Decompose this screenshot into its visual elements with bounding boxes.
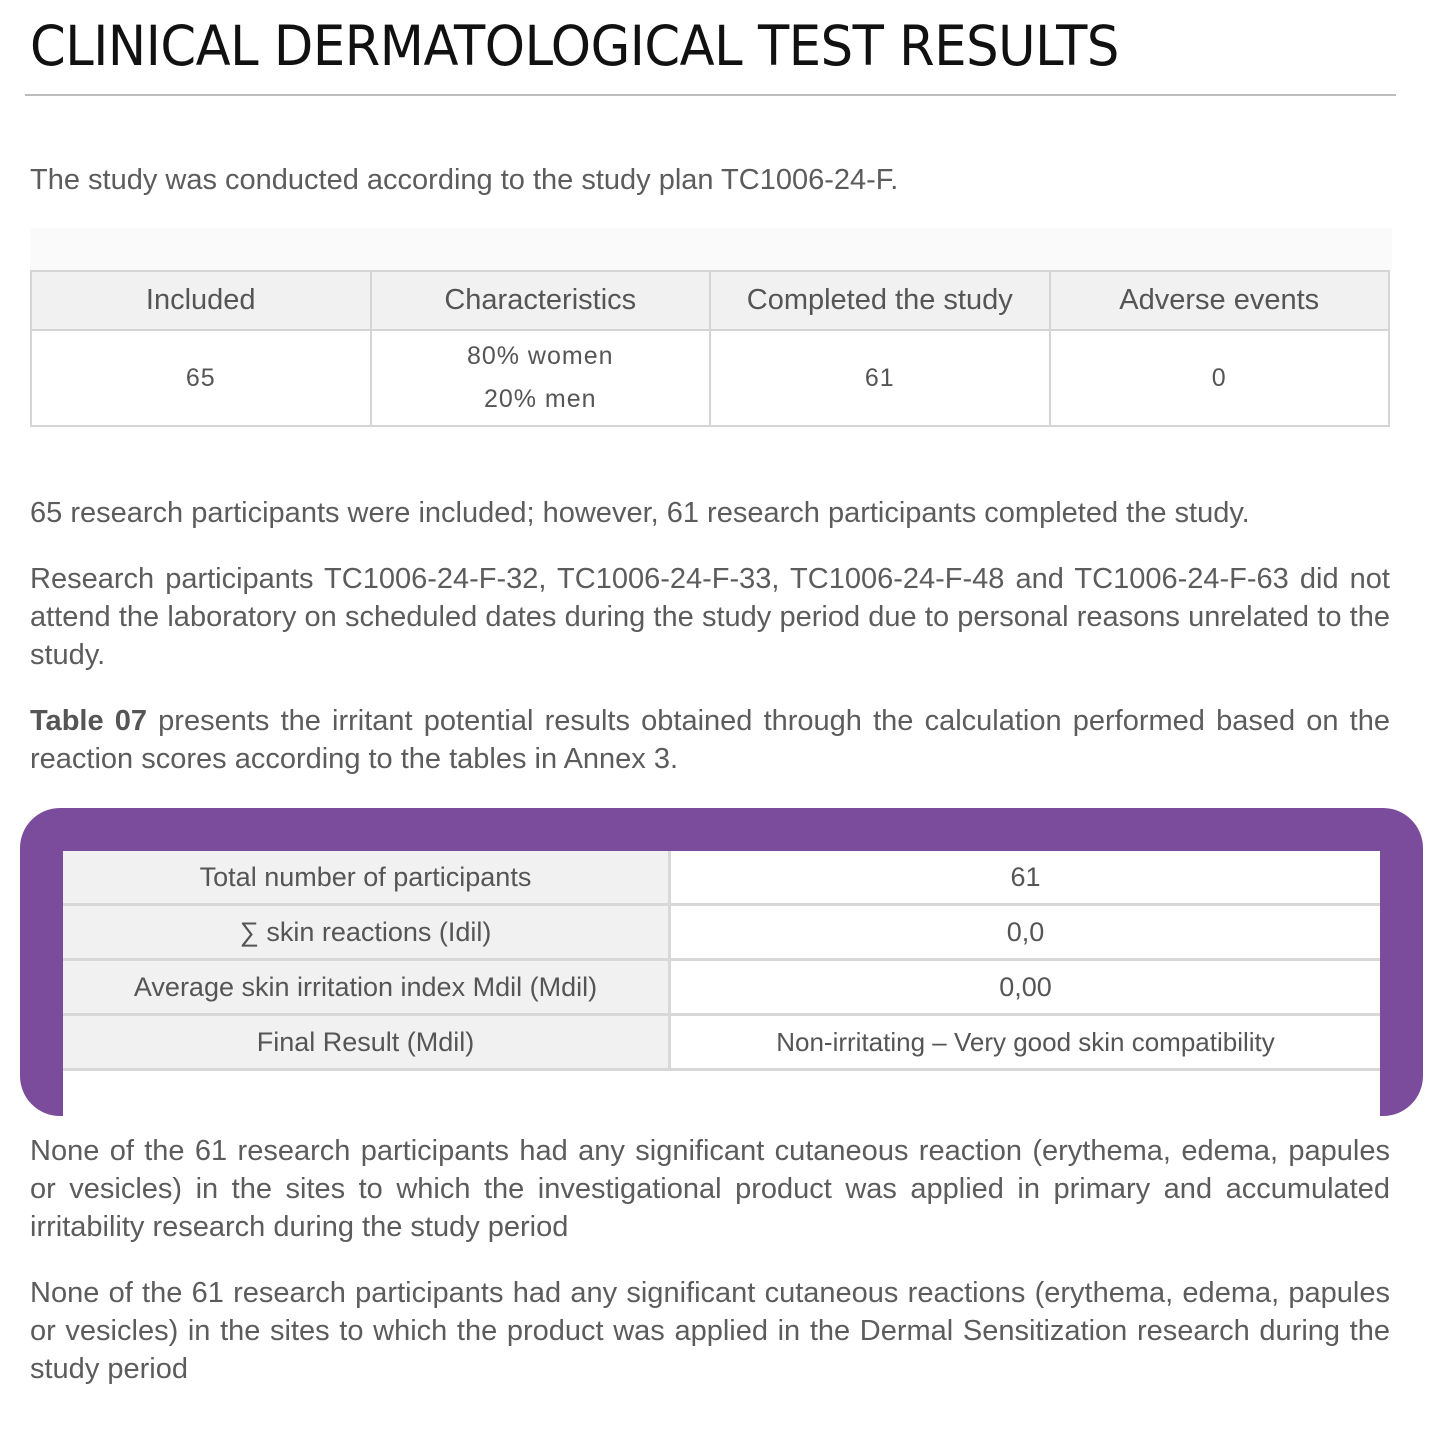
table-top-band xyxy=(30,228,1392,270)
header-characteristics: Characteristics xyxy=(369,270,711,331)
cell-adverse: 0 xyxy=(1048,329,1390,427)
page-title: CLINICAL DERMATOLOGICAL TEST RESULTS xyxy=(30,14,1119,78)
intro-text: The study was conducted according to the… xyxy=(30,164,899,196)
table-row: Final Result (Mdil) Non-irritating – Very… xyxy=(63,1014,1380,1071)
irritation-results-table: Total number of participants 61 ∑ skin re… xyxy=(63,851,1380,1126)
men-share: 20% men xyxy=(483,385,597,413)
para-sensitization: None of the 61 research participants had… xyxy=(30,1277,1390,1385)
row-label: Final Result (Mdil) xyxy=(63,1014,671,1071)
cell-characteristics: 80% women 20% men xyxy=(369,329,711,427)
header-adverse: Adverse events xyxy=(1048,270,1390,331)
table-row: Average skin irritation index Mdil (Mdil… xyxy=(63,959,1380,1016)
table-ref: Table 07 xyxy=(30,705,148,737)
table-row: Total number of participants 61 xyxy=(63,851,1380,906)
header-completed: Completed the study xyxy=(709,270,1051,331)
para-irritability: None of the 61 research participants had… xyxy=(30,1135,1390,1243)
table-spacer xyxy=(63,1069,1380,1126)
cell-completed: 61 xyxy=(709,329,1051,427)
row-label: ∑ skin reactions (Idil) xyxy=(63,904,671,961)
spacer-cell xyxy=(63,1069,1380,1126)
row-label: Total number of participants xyxy=(63,851,671,906)
row-value: 0,00 xyxy=(669,959,1380,1016)
table-row: ∑ skin reactions (Idil) 0,0 xyxy=(63,904,1380,961)
row-value: 61 xyxy=(669,851,1380,906)
para-absent: Research participants TC1006-24-F-32, TC… xyxy=(30,563,1390,671)
table-row: 65 80% women 20% men 61 0 xyxy=(30,329,1390,427)
row-value: 0,0 xyxy=(669,904,1380,961)
para-table07-text: presents the irritant potential results … xyxy=(30,705,1391,775)
table-header-row: Included Characteristics Completed the s… xyxy=(30,270,1390,331)
para-table07: Table 07 presents the irritant potential… xyxy=(30,702,1390,778)
row-label: Average skin irritation index Mdil (Mdil… xyxy=(63,959,671,1016)
title-divider xyxy=(25,94,1396,96)
row-value: Non-irritating – Very good skin compatib… xyxy=(669,1014,1380,1071)
cell-included: 65 xyxy=(30,329,372,427)
women-share: 80% women xyxy=(466,342,614,370)
para-included: 65 research participants were included; … xyxy=(30,497,1250,529)
header-included: Included xyxy=(30,270,372,331)
participants-table: Included Characteristics Completed the s… xyxy=(30,270,1390,427)
